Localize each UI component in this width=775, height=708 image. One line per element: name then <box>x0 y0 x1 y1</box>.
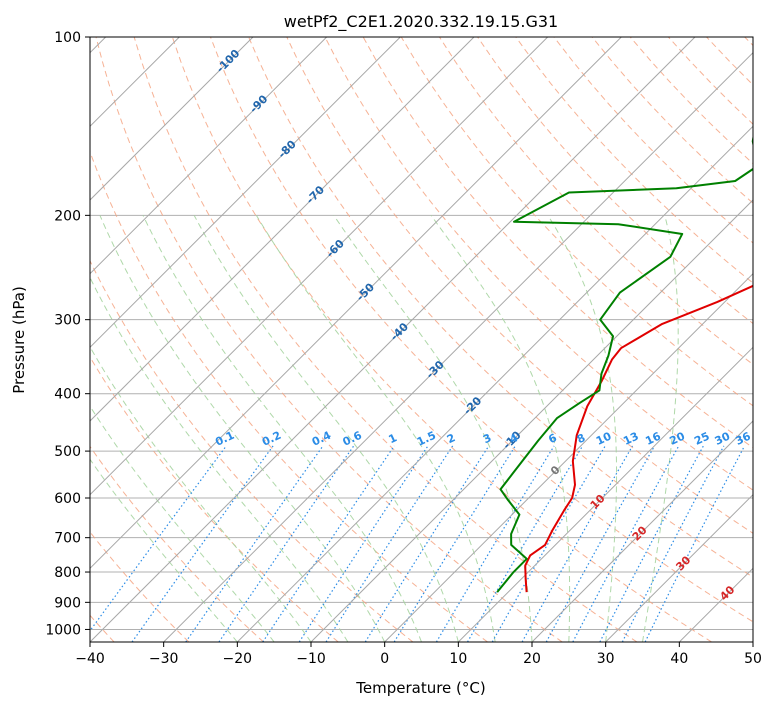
dry-adiabat-line <box>133 37 638 642</box>
mixing-ratio-line <box>131 445 274 642</box>
y-tick-label: 800 <box>54 565 81 581</box>
dry-adiabat-line <box>90 445 264 642</box>
mixing-ratio-label: 20 <box>668 429 688 447</box>
x-tick-label: −30 <box>149 651 179 667</box>
y-tick-label: 1000 <box>45 622 81 638</box>
x-axis-ticks: −40 −30 −20 −10 0 10 20 30 40 50 <box>75 642 762 667</box>
moist-adiabat-line <box>90 458 238 642</box>
dewpoint-profile <box>496 133 753 593</box>
x-tick-label: −40 <box>75 651 105 667</box>
x-tick-label: 30 <box>597 651 615 667</box>
mixing-ratio-line <box>545 445 656 642</box>
dry-adiabat-line <box>286 37 753 534</box>
moist-adiabat-line <box>642 215 679 642</box>
moist-adiabat-line <box>90 405 275 642</box>
isotherm-line <box>310 199 753 642</box>
profile-series <box>496 133 753 593</box>
y-tick-label: 900 <box>54 595 81 611</box>
dry-adiabat-line <box>171 37 712 642</box>
mixing-ratio-line <box>185 445 324 642</box>
x-axis-title: Temperature (°C) <box>355 679 485 697</box>
dry-adiabat-line <box>210 37 753 623</box>
mixing-ratio-line <box>393 445 516 642</box>
dry-adiabat-line <box>90 259 414 642</box>
y-tick-label: 500 <box>54 444 81 460</box>
moist-adiabat-line <box>99 215 386 642</box>
mixing-ratio-line <box>435 445 555 642</box>
x-tick-label: 20 <box>523 651 541 667</box>
mixing-ratio-line <box>218 445 355 642</box>
isotherm-line <box>90 37 622 570</box>
mixing-ratio-label: 36 <box>733 429 753 447</box>
x-tick-label: 40 <box>670 651 688 667</box>
dry-adiabat-line <box>248 37 753 578</box>
y-axis-ticks: 100 200 300 400 500 600 700 800 900 1000 <box>45 30 90 638</box>
dry-adiabat-line <box>324 37 753 491</box>
chart-title: wetPf2_C2E1.2020.332.19.15.G31 <box>284 12 558 32</box>
x-tick-label: −20 <box>223 651 253 667</box>
isotherm-line <box>236 125 753 642</box>
mixing-ratio-lines <box>90 445 746 642</box>
moist-adiabat-line <box>142 215 422 642</box>
mixing-ratio-line <box>521 445 634 642</box>
mixing-ratio-line <box>466 445 584 642</box>
moist-adiabat-line <box>547 215 618 642</box>
isotherm-line <box>605 493 753 642</box>
isotherm-line <box>90 37 696 642</box>
temperature-profile <box>524 284 753 593</box>
mixing-ratio-line <box>621 445 725 642</box>
isotherm-line <box>90 37 549 496</box>
isotherm-line <box>90 37 475 422</box>
y-tick-label: 600 <box>54 491 81 507</box>
x-tick-label: 50 <box>744 651 762 667</box>
isotherms <box>90 37 753 642</box>
mixing-ratio-line <box>325 445 454 642</box>
x-tick-label: −10 <box>296 651 326 667</box>
y-tick-label: 100 <box>54 30 81 46</box>
plot-background <box>90 37 753 642</box>
mixing-ratio-line <box>298 445 429 642</box>
y-tick-label: 200 <box>54 208 81 224</box>
isotherm-line <box>457 346 753 642</box>
moist-adiabat-line <box>193 215 459 642</box>
isotherm-line <box>90 37 254 201</box>
dry-adiabats <box>90 37 753 642</box>
y-tick-label: 300 <box>54 313 81 329</box>
y-axis-title: Pressure (hPa) <box>10 286 28 394</box>
isotherm-line <box>163 51 753 642</box>
dry-adiabat-line <box>90 356 339 642</box>
mixing-ratio-line <box>644 445 746 642</box>
mixing-ratio-label: 16 <box>643 429 663 447</box>
x-tick-label: 10 <box>449 651 467 667</box>
isotherm-line <box>90 37 401 349</box>
dry-adiabat-line <box>95 37 563 642</box>
mixing-ratio-line <box>262 445 395 642</box>
moist-adiabat-line <box>333 215 533 642</box>
mixing-ratio-label: 25 <box>692 430 711 448</box>
mixing-ratio-line <box>364 445 490 642</box>
x-tick-label: 0 <box>380 651 389 667</box>
y-tick-label: 400 <box>54 387 81 403</box>
mixing-ratio-label: 30 <box>713 429 733 447</box>
y-tick-label: 700 <box>54 531 81 547</box>
mixing-ratio-label: 13 <box>621 430 640 448</box>
isotherm-line <box>531 420 753 642</box>
isotherm-line <box>384 272 753 642</box>
isotherm-line <box>752 641 753 642</box>
plot-frame <box>89 36 754 643</box>
isotherm-line <box>90 37 328 275</box>
dry-adiabat-line <box>515 37 753 284</box>
moist-adiabat-line <box>90 345 312 642</box>
mixing-ratio-label: 10 <box>594 429 614 447</box>
